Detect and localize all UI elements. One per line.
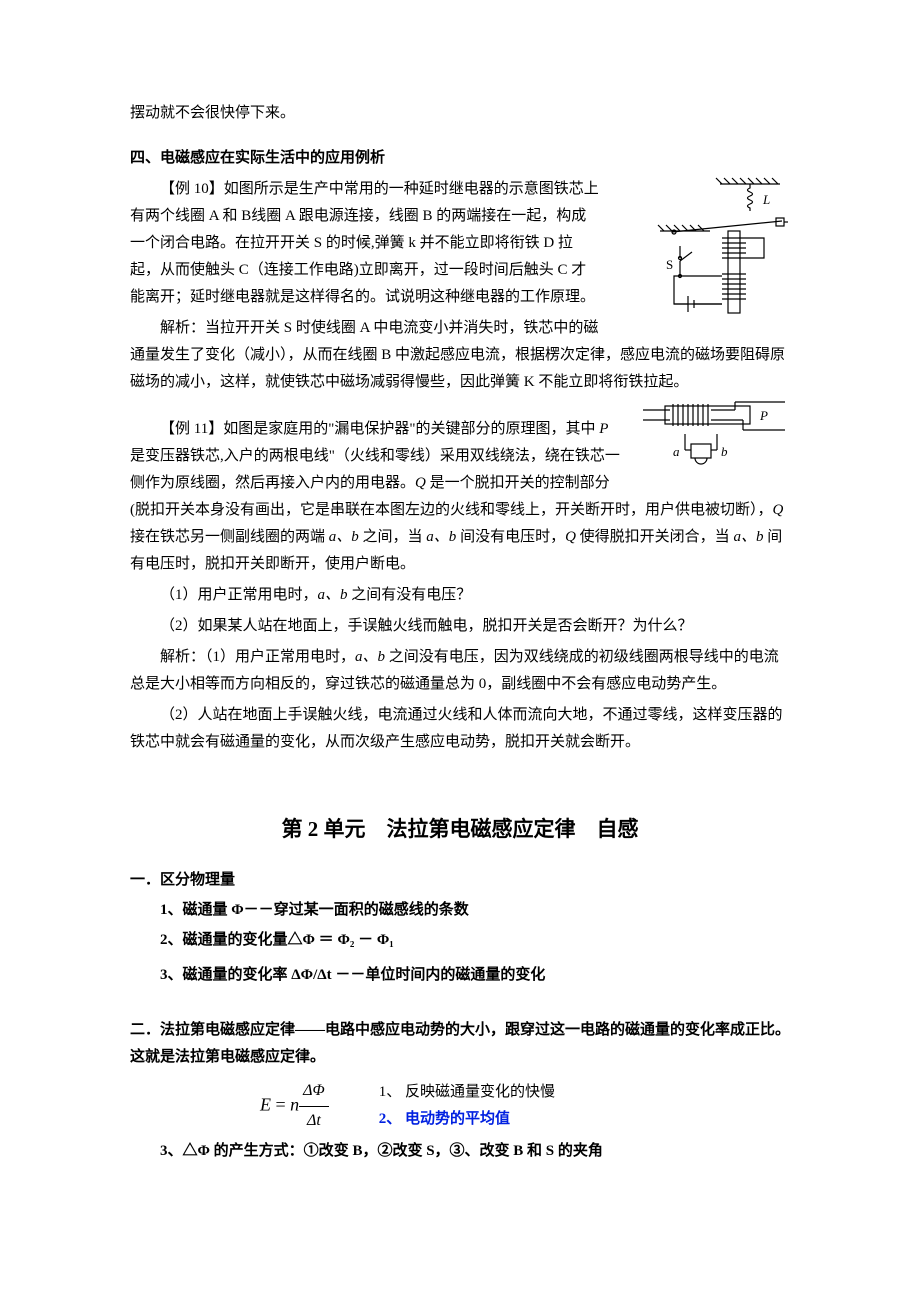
svg-text:a: a xyxy=(673,444,680,459)
unit2-sec1: 一．区分物理量 xyxy=(130,867,790,894)
svg-text:L: L xyxy=(762,192,770,207)
svg-text:S: S xyxy=(666,257,673,272)
unit2-item2: 2、磁通量的变化量△Φ ＝ Φ₂ － Φ₁ xyxy=(130,927,790,954)
section4-heading: 四、电磁感应在实际生活中的应用例析 xyxy=(130,145,790,172)
faraday-formula: E = nΔΦΔt xyxy=(130,1077,379,1136)
ex10-text: 如图所示是生产中常用的一种延时继电器的示意图铁芯上有两个线圈 A 和 B线圈 A… xyxy=(130,181,599,305)
formula-E: E xyxy=(260,1094,271,1114)
ex11-ans2: （2）人站在地面上手误触火线，电流通过火线和人体而流向大地，不通过零线，这样变压… xyxy=(130,702,790,756)
relay-diagram: L xyxy=(610,176,790,326)
formula-note1: 1、 反映磁通量变化的快慢 xyxy=(379,1079,555,1106)
unit2-item3: 3、磁通量的变化率 ΔΦ/Δt －－单位时间内的磁通量的变化 xyxy=(130,962,790,989)
unit2-item1: 1、磁通量 Φ－－穿过某一面积的磁感线的条数 xyxy=(130,897,790,924)
ex10-label: 【例 10】 xyxy=(160,181,224,197)
formula-note2: 2、 电动势的平均值 xyxy=(379,1106,555,1133)
leakage-protector-diagram: P a b xyxy=(635,400,790,480)
fraction: ΔΦΔt xyxy=(299,1077,329,1136)
ex11-q1: （1）用户正常用电时，a、b 之间有没有电压？ xyxy=(130,582,790,609)
fraction-num: ΔΦ xyxy=(299,1077,329,1107)
svg-text:b: b xyxy=(721,444,728,459)
top-fragment: 摆动就不会很快停下来。 xyxy=(130,100,790,127)
unit2-title: 第 2 单元 法拉第电磁感应定律 自感 xyxy=(130,811,790,849)
svg-text:P: P xyxy=(759,408,768,423)
fraction-den: Δt xyxy=(299,1107,329,1136)
example10-analysis: 解析：当拉开开关 S 时使线圈 A 中电流变小并消失时，铁芯中的磁通量发生了变化… xyxy=(130,315,790,396)
formula-n: n xyxy=(290,1094,299,1114)
faraday-formula-row: E = nΔΦΔt 1、 反映磁通量变化的快慢 2、 电动势的平均值 xyxy=(130,1077,790,1136)
unit2-sec2: 二．法拉第电磁感应定律——电路中感应电动势的大小，跟穿过这一电路的磁通量的变化率… xyxy=(130,1017,790,1071)
ex11-label: 【例 11】 xyxy=(160,421,223,437)
formula-notes: 1、 反映磁通量变化的快慢 2、 电动势的平均值 xyxy=(379,1079,555,1133)
ex11-q2: （2）如果某人站在地面上，手误触火线而触电，脱扣开关是否会断开？为什么？ xyxy=(130,613,790,640)
unit2-item3-2: 3、△Φ 的产生方式：①改变 B，②改变 S，③、改变 B 和 S 的夹角 xyxy=(130,1138,790,1165)
ex11-ans1: 解析：（1）用户正常用电时，a、b 之间没有电压，因为双线绕成的初级线圈两根导线… xyxy=(130,644,790,698)
